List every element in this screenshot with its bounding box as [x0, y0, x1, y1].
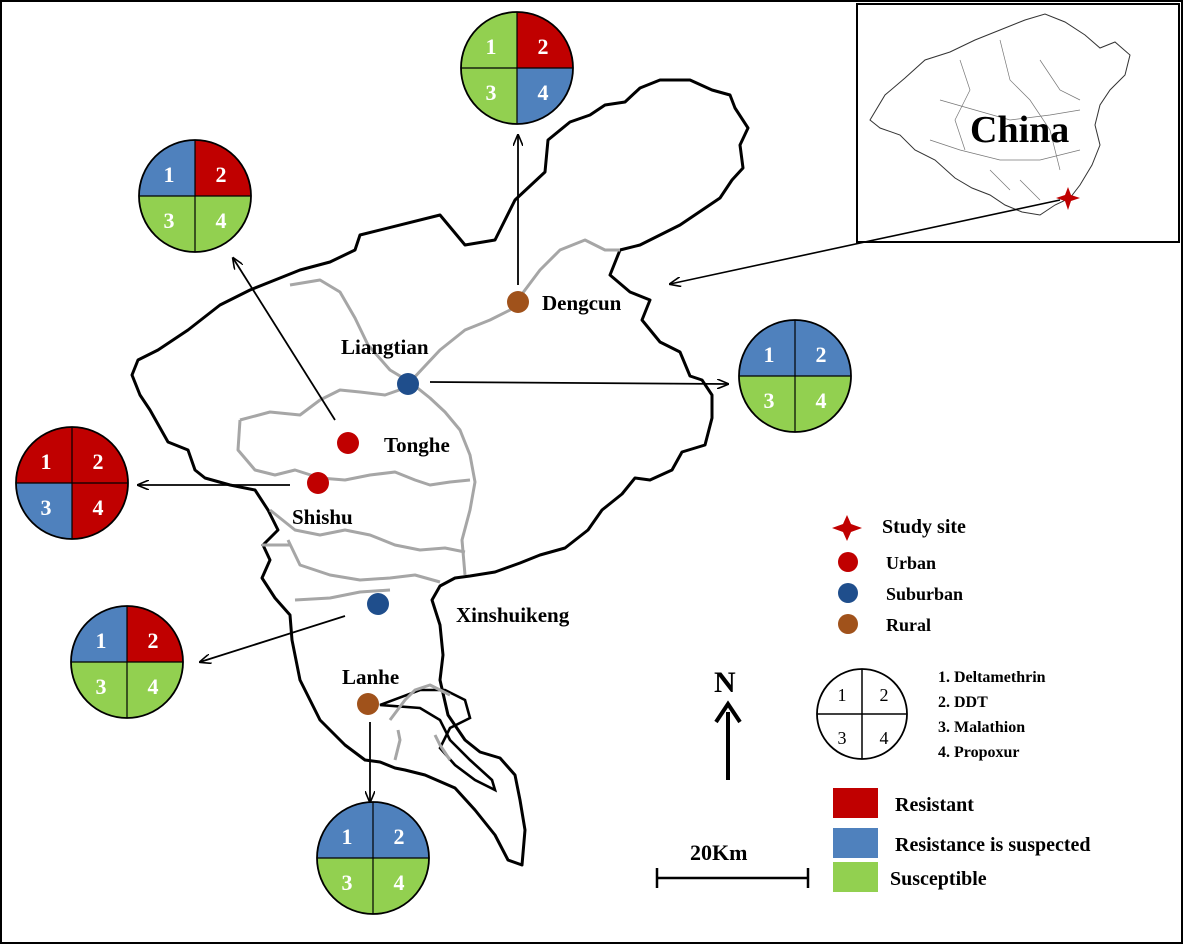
- legend-urban: Urban: [886, 553, 936, 573]
- legend-key-circle: 1 2 3 4: [816, 668, 908, 760]
- legend-susceptible-swatch: [833, 862, 878, 892]
- site-label-lanhe: Lanhe: [342, 665, 399, 689]
- site-arrows: [138, 135, 728, 802]
- site-arrow-xinshuikeng: [200, 615, 346, 662]
- resistance-pie-shishu: 1 2 3 4: [15, 426, 129, 540]
- district-borders: [236, 238, 620, 761]
- study-area-boundary: [130, 78, 750, 867]
- north-label: N: [714, 666, 736, 699]
- site-label-shishu: Shishu: [292, 505, 353, 529]
- pie-num-tonghe-3: 3: [164, 208, 175, 233]
- resistance-pie-liangtian: 1 2 3 4: [738, 319, 852, 433]
- site-arrow-tonghe: [233, 258, 336, 421]
- legend-suburban-marker: [838, 583, 858, 603]
- site-marker-shishu: [307, 472, 329, 494]
- site-marker-liangtian: [397, 373, 419, 395]
- pie-num-xinshuikeng-2: 2: [148, 628, 159, 653]
- china-label: China: [970, 109, 1069, 151]
- legend-resistant: Resistant: [895, 794, 974, 816]
- site-marker-tonghe: [337, 432, 359, 454]
- pie-num-dengcun-3: 3: [486, 80, 497, 105]
- legend-insecticide-1: 1. Deltamethrin: [938, 669, 1046, 686]
- pie-num-liangtian-1: 1: [764, 342, 775, 367]
- resistance-pie-xinshuikeng: 1 2 3 4: [70, 605, 184, 719]
- pie-num-shishu-4: 4: [93, 495, 104, 520]
- legend-insecticide-3: 3. Malathion: [938, 719, 1025, 736]
- pie-num-dengcun-1: 1: [486, 34, 497, 59]
- pie-num-tonghe-2: 2: [216, 162, 227, 187]
- north-arrow: N: [714, 666, 742, 780]
- pie-num-shishu-3: 3: [41, 495, 52, 520]
- legend-rural: Rural: [886, 615, 931, 635]
- legend-suspected: Resistance is suspected: [895, 834, 1091, 856]
- resistance-pie-lanhe: 1 2 3 4: [316, 801, 430, 915]
- legend-suspected-swatch: [833, 828, 878, 858]
- legend-rural-marker: [838, 614, 858, 634]
- pie-num-xinshuikeng-3: 3: [96, 674, 107, 699]
- resistance-pie-dengcun: 1 2 3 4: [460, 11, 574, 125]
- site-label-liangtian: Liangtian: [341, 335, 429, 359]
- legend-resistant-swatch: [833, 788, 878, 818]
- site-label-xinshuikeng: Xinshuikeng: [456, 603, 570, 627]
- site-arrow-liangtian: [429, 382, 728, 384]
- key-num-1: 1: [838, 685, 847, 705]
- pie-num-dengcun-4: 4: [538, 80, 549, 105]
- pie-num-lanhe-3: 3: [342, 870, 353, 895]
- sites: Dengcun Liangtian Tonghe Shishu Xinshuikeng L…: [292, 291, 622, 715]
- legend-insecticide-4: 4. Propoxur: [938, 744, 1019, 761]
- china-outline: [869, 13, 1131, 216]
- pie-num-xinshuikeng-1: 1: [96, 628, 107, 653]
- resistance-pies: 1 2 3 4 1 2 3 4 1 2 3 4 1 2 3 4 1 2 3 4 1 2 3 4: [15, 11, 852, 915]
- pie-num-lanhe-4: 4: [394, 870, 405, 895]
- legend-study-site: Study site: [882, 516, 966, 538]
- key-num-3: 3: [838, 728, 847, 748]
- scale-bar: 20Km: [655, 840, 810, 888]
- key-num-4: 4: [880, 728, 889, 748]
- pie-num-liangtian-3: 3: [764, 388, 775, 413]
- pie-num-tonghe-4: 4: [216, 208, 227, 233]
- pie-num-shishu-1: 1: [41, 449, 52, 474]
- study-site-star-icon: [1056, 187, 1080, 210]
- province-borders: [929, 39, 1081, 201]
- pie-num-lanhe-1: 1: [342, 824, 353, 849]
- inset-pointer-arrow: [670, 199, 1061, 284]
- site-label-dengcun: Dengcun: [542, 291, 622, 315]
- resistance-pie-tonghe: 1 2 3 4: [138, 139, 252, 253]
- river-outline: [379, 688, 498, 793]
- legend: Study site Urban Suburban Rural 1 2 3 4 …: [816, 515, 1091, 892]
- legend-suburban: Suburban: [886, 584, 963, 604]
- site-label-tonghe: Tonghe: [384, 433, 450, 457]
- key-num-2: 2: [880, 685, 889, 705]
- legend-insecticide-2: 2. DDT: [938, 694, 988, 711]
- site-marker-lanhe: [357, 693, 379, 715]
- pie-num-xinshuikeng-4: 4: [148, 674, 159, 699]
- pie-num-dengcun-2: 2: [538, 34, 549, 59]
- china-inset-map: China: [856, 3, 1180, 243]
- pie-num-liangtian-4: 4: [816, 388, 827, 413]
- pie-num-tonghe-1: 1: [164, 162, 175, 187]
- legend-urban-marker: [838, 552, 858, 572]
- legend-susceptible: Susceptible: [890, 868, 987, 890]
- site-marker-xinshuikeng: [367, 593, 389, 615]
- pie-num-liangtian-2: 2: [816, 342, 827, 367]
- scale-label: 20Km: [690, 840, 747, 865]
- legend-star-icon: [832, 515, 862, 541]
- site-marker-dengcun: [507, 291, 529, 313]
- pie-num-lanhe-2: 2: [394, 824, 405, 849]
- pie-num-shishu-2: 2: [93, 449, 104, 474]
